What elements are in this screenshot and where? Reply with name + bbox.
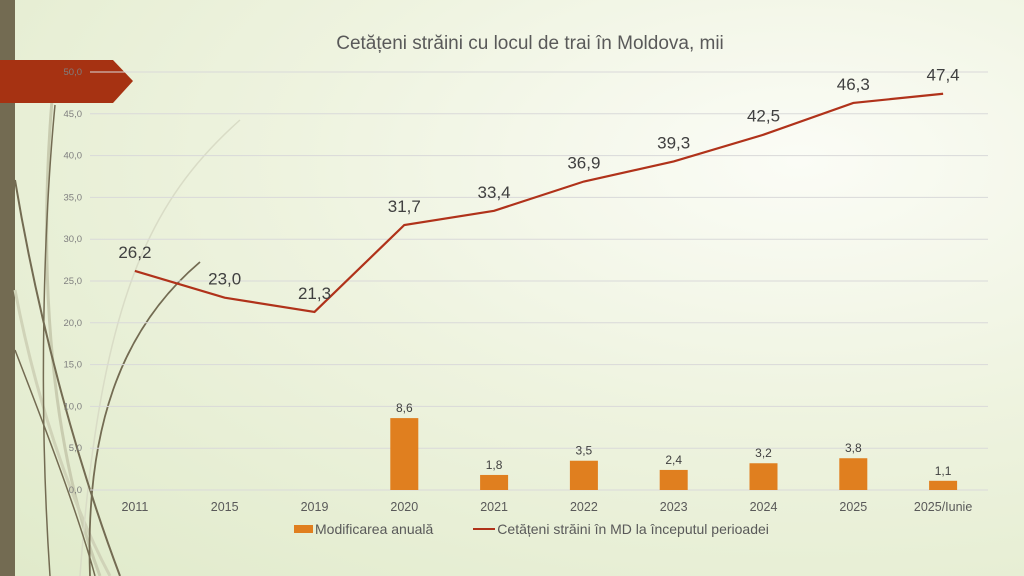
line-data-label: 36,9 (567, 154, 600, 173)
bar (480, 474, 509, 490)
line-data-label: 39,3 (657, 133, 690, 152)
x-tick-label: 2019 (301, 500, 329, 514)
line-data-label: 26,2 (118, 243, 151, 262)
legend-swatch-line (473, 528, 496, 530)
line-data-label: 46,3 (837, 75, 870, 94)
decorative-banner (0, 60, 133, 103)
x-tick-label: 2024 (750, 500, 778, 514)
x-tick-label: 2015 (211, 500, 239, 514)
y-tick-label: 0,0 (69, 485, 82, 496)
legend: Modificarea anuală Cetățeni străini în M… (294, 521, 809, 537)
bar-data-label: 1,8 (486, 458, 503, 472)
y-tick-label: 5,0 (69, 443, 82, 454)
bar-data-label: 3,8 (845, 441, 862, 455)
legend-item-line: Cetățeni străini în MD la începutul peri… (473, 521, 769, 537)
line-data-label: 31,7 (388, 197, 421, 216)
bar (929, 480, 958, 490)
x-tick-label: 2021 (480, 500, 508, 514)
series-line (134, 92, 944, 314)
y-tick-label: 45,0 (64, 109, 83, 120)
bar (569, 460, 598, 490)
y-tick-label: 25,0 (64, 276, 83, 287)
bar-data-label: 3,2 (755, 446, 772, 460)
bar (659, 469, 688, 490)
y-tick-label: 10,0 (64, 401, 83, 412)
legend-label: Modificarea anuală (315, 521, 434, 537)
line-data-label: 23,0 (208, 270, 241, 289)
legend-item-bar: Modificarea anuală (294, 521, 433, 537)
decorative-side-strip (0, 0, 15, 576)
bar (390, 418, 419, 490)
legend-swatch-bar (294, 525, 313, 533)
y-tick-label: 20,0 (64, 318, 83, 329)
line-data-label: 21,3 (298, 284, 331, 303)
y-tick-label: 50,0 (64, 67, 83, 78)
line-data-label: 47,4 (927, 66, 960, 85)
legend-label: Cetățeni străini în MD la începutul peri… (497, 521, 769, 537)
y-tick-label: 30,0 (64, 234, 83, 245)
y-tick-label: 15,0 (64, 360, 83, 371)
x-tick-label: 2022 (570, 500, 598, 514)
line-data-label: 33,4 (478, 183, 511, 202)
x-tick-label: 2023 (660, 500, 688, 514)
bar (749, 463, 778, 490)
bar-data-label: 2,4 (665, 453, 682, 467)
y-tick-label: 35,0 (64, 192, 83, 203)
bar-data-label: 3,5 (576, 444, 593, 458)
x-tick-label: 2025/Iunie (914, 500, 972, 514)
bar (839, 458, 868, 490)
line-data-label: 42,5 (747, 107, 780, 126)
x-tick-label: 2025 (839, 500, 867, 514)
y-tick-label: 40,0 (64, 151, 83, 162)
bar-data-label: 1,1 (935, 464, 952, 478)
chart-title: Cetățeni străini cu locul de trai în Mol… (336, 33, 724, 54)
bar-data-label: 8,6 (396, 401, 413, 415)
x-tick-label: 2020 (390, 500, 418, 514)
x-tick-label: 2011 (121, 500, 148, 514)
